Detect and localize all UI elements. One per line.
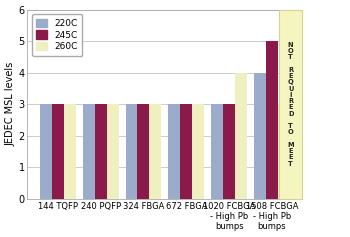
Bar [52, 104, 64, 199]
Legend: 220C, 245C, 260C: 220C, 245C, 260C [32, 14, 82, 56]
FancyBboxPatch shape [279, 9, 302, 199]
Bar [149, 104, 161, 199]
Y-axis label: JEDEC MSL levels: JEDEC MSL levels [6, 62, 15, 146]
Bar [180, 104, 192, 199]
Bar [107, 104, 119, 199]
Bar [254, 73, 266, 199]
Bar [168, 104, 180, 199]
Bar [192, 104, 204, 199]
Bar [223, 104, 235, 199]
Bar [126, 104, 138, 199]
Bar [64, 104, 76, 199]
Bar [83, 104, 95, 199]
Bar [40, 104, 52, 199]
Bar [95, 104, 107, 199]
Bar [266, 41, 278, 199]
Bar [211, 104, 223, 199]
Bar [235, 73, 247, 199]
Text: N
O
T
 
R
E
Q
U
I
R
E
D
 
T
O
 
M
E
E
T: N O T R E Q U I R E D T O M E E T [287, 42, 294, 167]
Bar [138, 104, 149, 199]
Bar [278, 104, 290, 199]
